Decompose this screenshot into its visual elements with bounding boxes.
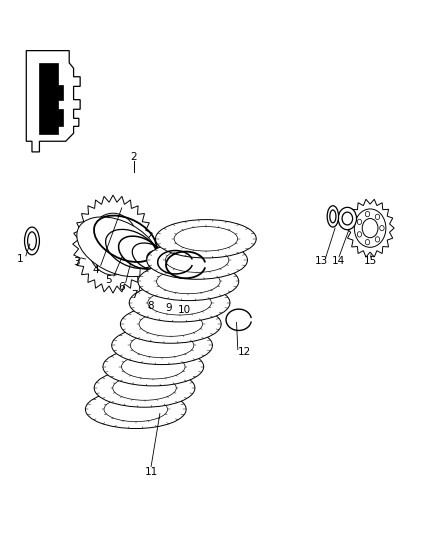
Ellipse shape <box>25 227 39 255</box>
Ellipse shape <box>113 376 176 400</box>
Ellipse shape <box>28 232 36 250</box>
Circle shape <box>357 219 362 224</box>
Circle shape <box>365 239 370 245</box>
Text: 5: 5 <box>105 276 112 285</box>
Ellipse shape <box>155 220 256 258</box>
Ellipse shape <box>120 305 221 343</box>
Ellipse shape <box>166 248 229 272</box>
Circle shape <box>110 262 116 269</box>
Text: 1: 1 <box>16 254 23 263</box>
Circle shape <box>380 225 384 231</box>
Text: 10: 10 <box>178 305 191 315</box>
Text: 14: 14 <box>332 256 345 266</box>
Text: 3: 3 <box>73 257 80 267</box>
Ellipse shape <box>112 326 212 365</box>
Ellipse shape <box>148 290 211 315</box>
Ellipse shape <box>138 262 239 301</box>
Circle shape <box>342 212 353 225</box>
Circle shape <box>127 240 134 248</box>
Circle shape <box>148 259 152 264</box>
Text: 12: 12 <box>238 347 251 357</box>
Ellipse shape <box>139 312 202 336</box>
Ellipse shape <box>174 227 237 251</box>
Text: 4: 4 <box>92 265 99 274</box>
Circle shape <box>102 230 124 258</box>
Polygon shape <box>26 51 80 152</box>
Circle shape <box>338 207 357 230</box>
Circle shape <box>172 261 177 266</box>
Circle shape <box>365 212 370 217</box>
Circle shape <box>357 232 362 237</box>
Circle shape <box>158 267 162 272</box>
Bar <box>57 160 318 498</box>
Circle shape <box>375 214 380 220</box>
Text: 15: 15 <box>364 256 377 266</box>
Text: 6: 6 <box>118 282 125 292</box>
Circle shape <box>152 254 157 259</box>
Circle shape <box>167 265 172 271</box>
Circle shape <box>150 264 154 269</box>
Polygon shape <box>73 195 153 293</box>
Text: 7: 7 <box>131 290 138 300</box>
Ellipse shape <box>131 333 194 358</box>
Circle shape <box>362 219 378 238</box>
Text: 2: 2 <box>130 152 137 162</box>
Text: 8: 8 <box>147 302 154 311</box>
Circle shape <box>110 219 116 227</box>
Circle shape <box>92 240 99 248</box>
Polygon shape <box>39 63 63 134</box>
Circle shape <box>375 237 380 242</box>
Circle shape <box>170 255 174 261</box>
Text: 11: 11 <box>145 467 158 477</box>
Circle shape <box>354 209 386 247</box>
Polygon shape <box>346 199 394 257</box>
Ellipse shape <box>85 390 186 429</box>
Ellipse shape <box>157 269 220 294</box>
Circle shape <box>88 213 138 275</box>
Ellipse shape <box>129 284 230 322</box>
Ellipse shape <box>94 369 195 407</box>
Ellipse shape <box>104 397 167 422</box>
Ellipse shape <box>121 354 185 379</box>
Circle shape <box>162 252 166 257</box>
Ellipse shape <box>103 348 204 386</box>
Ellipse shape <box>330 210 336 223</box>
Ellipse shape <box>77 217 158 277</box>
Text: 13: 13 <box>315 256 328 266</box>
Text: 9: 9 <box>165 303 172 313</box>
Ellipse shape <box>327 206 339 227</box>
Ellipse shape <box>147 241 247 279</box>
